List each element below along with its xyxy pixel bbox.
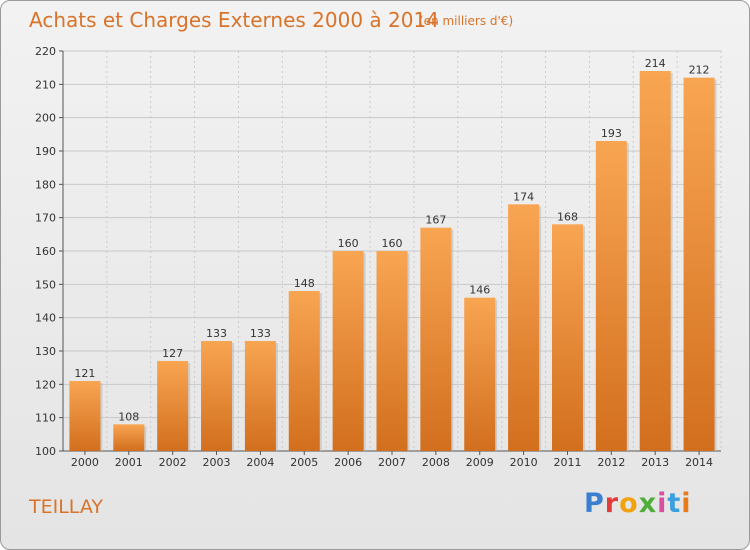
y-tick-label: 210 [35,78,56,91]
x-tick-label: 2004 [246,456,274,469]
y-tick-label: 190 [35,145,56,158]
x-tick-label: 2012 [597,456,625,469]
place-name: TEILLAY [29,496,103,518]
logo-letter: P [584,488,605,519]
bar-2005 [288,291,320,451]
y-tick-label: 170 [35,212,56,225]
y-tick-label: 160 [35,245,56,258]
y-tick-label: 110 [35,412,56,425]
data-label: 148 [294,277,315,290]
data-label: 168 [557,210,578,223]
logo-letter: t [667,488,682,519]
chart-subtitle: (en milliers d'€) [419,14,514,28]
logo-letter: i [657,488,668,519]
bars [69,71,717,452]
data-label: 133 [250,327,271,340]
bar-2001 [113,424,145,451]
data-label: 193 [601,127,622,140]
chart-title: Achats et Charges Externes 2000 à 2014 [29,8,439,32]
data-label: 174 [513,190,534,203]
data-label: 214 [645,57,666,70]
data-label: 160 [338,237,359,250]
logo-letter: i [681,488,692,519]
y-tick-label: 130 [35,345,56,358]
x-tick-label: 2007 [378,456,406,469]
logo-letter: x [638,488,658,519]
bar-2013 [639,71,671,451]
y-tick-label: 180 [35,178,56,191]
x-tick-label: 2008 [422,456,450,469]
x-tick-label: 2010 [510,456,538,469]
x-tick-label: 2001 [115,456,143,469]
data-label: 127 [162,347,183,360]
data-label: 108 [118,410,139,423]
x-tick-label: 2005 [290,456,318,469]
y-tick-label: 120 [35,378,56,391]
x-tick-label: 2013 [641,456,669,469]
proxiti-logo[interactable]: Proxiti [584,488,692,519]
y-tick-label: 150 [35,278,56,291]
x-tick-label: 2009 [466,456,494,469]
logo-letter: o [619,488,639,519]
data-label: 212 [689,64,710,77]
logo-letter: r [604,488,620,519]
bar-2008 [420,227,452,451]
bar-2011 [551,224,583,451]
data-label: 146 [469,284,490,297]
x-tick-label: 2002 [159,456,187,469]
bar-2010 [508,204,540,451]
bar-2014 [683,77,715,452]
data-label: 167 [425,214,446,227]
bar-2009 [464,297,496,451]
y-tick-label: 140 [35,312,56,325]
y-tick-label: 220 [35,45,56,58]
x-tick-label: 2003 [203,456,231,469]
x-tick-label: 2006 [334,456,362,469]
y-tick-label: 200 [35,112,56,125]
bar-2004 [244,341,276,451]
y-tick-label: 100 [35,445,56,458]
data-label: 121 [74,367,95,380]
bar-2003 [201,341,233,451]
data-labels: 121 108 127 133 133 148 160 160 167 146 174 168 193 2… [74,57,709,423]
bar-2000 [69,381,101,451]
data-label: 160 [382,237,403,250]
x-tick-label: 2000 [71,456,99,469]
bar-2006 [332,251,364,451]
x-tick-label: 2014 [685,456,713,469]
bar-2007 [376,251,408,451]
data-label: 133 [206,327,227,340]
bar-2002 [157,361,189,451]
x-tick-label: 2011 [553,456,581,469]
bar-2012 [595,141,627,451]
